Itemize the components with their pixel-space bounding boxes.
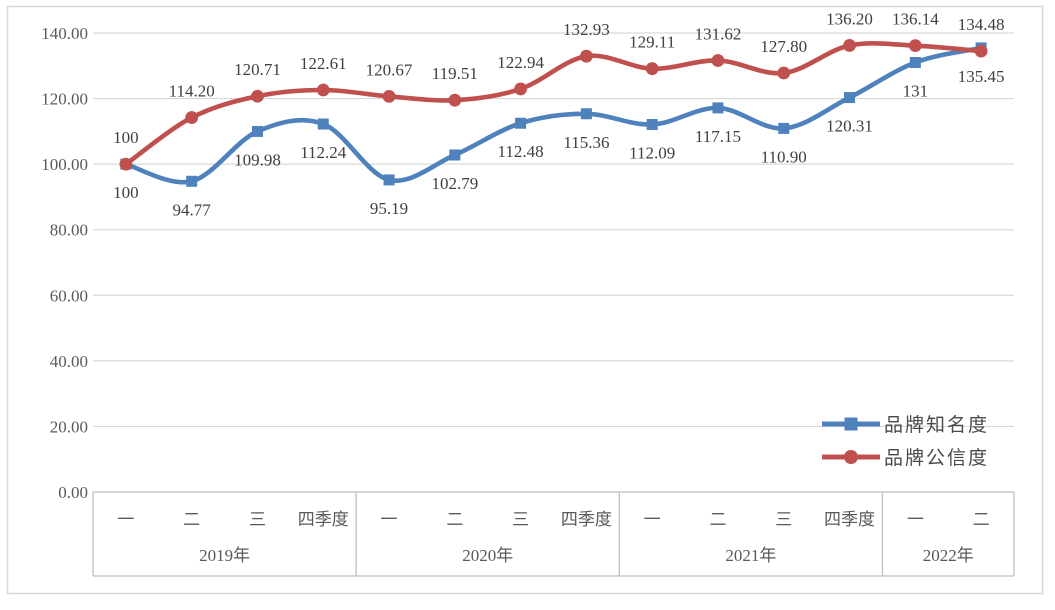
data-point-marker-circle bbox=[316, 83, 330, 97]
legend-item-品牌公信度: 品牌公信度 bbox=[822, 447, 989, 469]
data-label: 112.24 bbox=[300, 143, 347, 162]
series-品牌知名度: 100 94.77 109.98 112.24 95.19 102.79 112.48 115… bbox=[113, 42, 1004, 219]
x-axis-quarter-label: 三 bbox=[775, 510, 792, 529]
data-label: 135.45 bbox=[958, 67, 1005, 86]
data-label: 95.19 bbox=[370, 199, 408, 218]
data-label: 100 bbox=[113, 183, 139, 202]
data-point-marker-circle bbox=[843, 39, 856, 52]
data-point-marker-square bbox=[580, 108, 592, 120]
data-point-marker-square bbox=[712, 102, 724, 114]
data-point-marker-circle bbox=[908, 39, 922, 53]
data-label: 131 bbox=[903, 82, 929, 101]
legend-marker-circle bbox=[844, 450, 858, 464]
data-point-marker-circle bbox=[514, 82, 528, 96]
data-point-marker-square bbox=[515, 117, 527, 129]
y-tick-label: 20.00 bbox=[50, 417, 88, 436]
chart-border bbox=[6, 5, 1044, 595]
data-label: 102.79 bbox=[431, 174, 478, 193]
series-品牌公信度: 100 114.20 120.71 122.61 120.67 119.51 122.94 1… bbox=[113, 9, 1005, 171]
data-label: 115.36 bbox=[563, 133, 609, 152]
data-point-marker-circle bbox=[645, 62, 659, 76]
x-axis-quarter-label: 二 bbox=[183, 510, 200, 529]
data-label: 134.48 bbox=[958, 15, 1005, 34]
x-axis-year-label: 2022年 bbox=[923, 546, 974, 565]
data-label: 100 bbox=[113, 128, 139, 147]
data-label: 119.51 bbox=[432, 64, 478, 83]
data-point-marker-square bbox=[909, 57, 921, 69]
data-label: 120.71 bbox=[234, 60, 281, 79]
x-axis-quarter-label: 二 bbox=[709, 510, 726, 529]
x-axis-year-label: 2020年 bbox=[462, 546, 513, 565]
data-point-marker-square bbox=[251, 125, 263, 137]
y-tick-label: 0.00 bbox=[58, 483, 88, 502]
data-label: 94.77 bbox=[173, 200, 212, 219]
x-axis-quarter-label: 二 bbox=[973, 510, 990, 529]
x-axis-quarter-label: 四季度 bbox=[824, 510, 875, 529]
data-label: 122.61 bbox=[300, 54, 347, 73]
data-label: 117.15 bbox=[695, 127, 741, 146]
data-point-marker-square bbox=[844, 92, 856, 104]
x-axis-quarter-label: 四季度 bbox=[298, 510, 349, 529]
x-axis-quarter-label: 二 bbox=[446, 510, 463, 529]
x-axis-quarter-label: 一 bbox=[644, 510, 661, 529]
y-axis-labels: 0.00 20.00 40.00 60.00 80.00 100.00 120.00 140.… bbox=[41, 24, 88, 502]
legend-label: 品牌知名度 bbox=[884, 414, 989, 436]
data-point-marker-circle bbox=[448, 93, 462, 107]
x-axis-quarter-label: 一 bbox=[117, 510, 134, 529]
data-label: 136.20 bbox=[826, 9, 873, 28]
legend-label: 品牌公信度 bbox=[884, 447, 989, 469]
x-axis-quarter-label: 四季度 bbox=[561, 510, 612, 529]
data-point-marker-circle bbox=[185, 111, 199, 124]
data-point-marker-square bbox=[646, 119, 658, 131]
data-label: 122.94 bbox=[497, 53, 544, 72]
data-label: 136.14 bbox=[892, 10, 939, 29]
data-point-marker-square bbox=[186, 175, 198, 187]
data-point-marker-circle bbox=[119, 157, 133, 171]
data-point-marker-circle bbox=[579, 49, 593, 63]
data-point-marker-circle bbox=[711, 54, 725, 67]
legend-marker-square bbox=[844, 417, 858, 431]
data-label: 114.20 bbox=[169, 82, 215, 101]
y-tick-label: 100.00 bbox=[41, 155, 88, 174]
x-axis-year-label: 2019年 bbox=[199, 546, 250, 565]
x-axis-band: 2019年 2020年 2021年 2022年 一 二 三 四季度 一 二 三 四季度 一 二 三 四季度 一 二 bbox=[92, 491, 1015, 577]
data-label: 112.09 bbox=[629, 144, 675, 163]
data-point-marker-square bbox=[383, 174, 395, 186]
data-label: 131.62 bbox=[695, 24, 742, 43]
data-label: 109.98 bbox=[234, 150, 281, 169]
legend-item-品牌知名度: 品牌知名度 bbox=[822, 414, 989, 436]
data-point-marker-square bbox=[317, 118, 329, 130]
data-label: 127.80 bbox=[760, 37, 807, 56]
data-label: 112.48 bbox=[498, 142, 544, 161]
x-axis-year-label: 2021年 bbox=[725, 546, 776, 565]
x-axis-quarter-label: 一 bbox=[381, 510, 398, 529]
data-label: 120.67 bbox=[366, 60, 413, 79]
data-point-marker-circle bbox=[777, 66, 791, 80]
data-point-marker-circle bbox=[382, 89, 396, 103]
y-tick-label: 60.00 bbox=[50, 286, 88, 305]
data-label: 110.90 bbox=[761, 147, 807, 166]
data-point-marker-circle bbox=[251, 89, 264, 103]
data-label: 120.31 bbox=[826, 117, 873, 136]
data-point-marker-square bbox=[449, 149, 461, 161]
data-label: 129.11 bbox=[629, 33, 675, 52]
data-point-marker-circle bbox=[974, 44, 988, 58]
y-tick-label: 120.00 bbox=[41, 90, 88, 109]
data-label: 132.93 bbox=[563, 20, 610, 39]
x-axis-quarter-label: 三 bbox=[512, 510, 529, 529]
y-tick-label: 140.00 bbox=[41, 24, 88, 43]
x-axis-quarter-label: 三 bbox=[249, 510, 266, 529]
x-axis-quarter-label: 一 bbox=[907, 510, 924, 529]
y-tick-label: 80.00 bbox=[50, 221, 88, 240]
data-point-marker-square bbox=[778, 122, 790, 134]
y-tick-label: 40.00 bbox=[50, 352, 88, 371]
